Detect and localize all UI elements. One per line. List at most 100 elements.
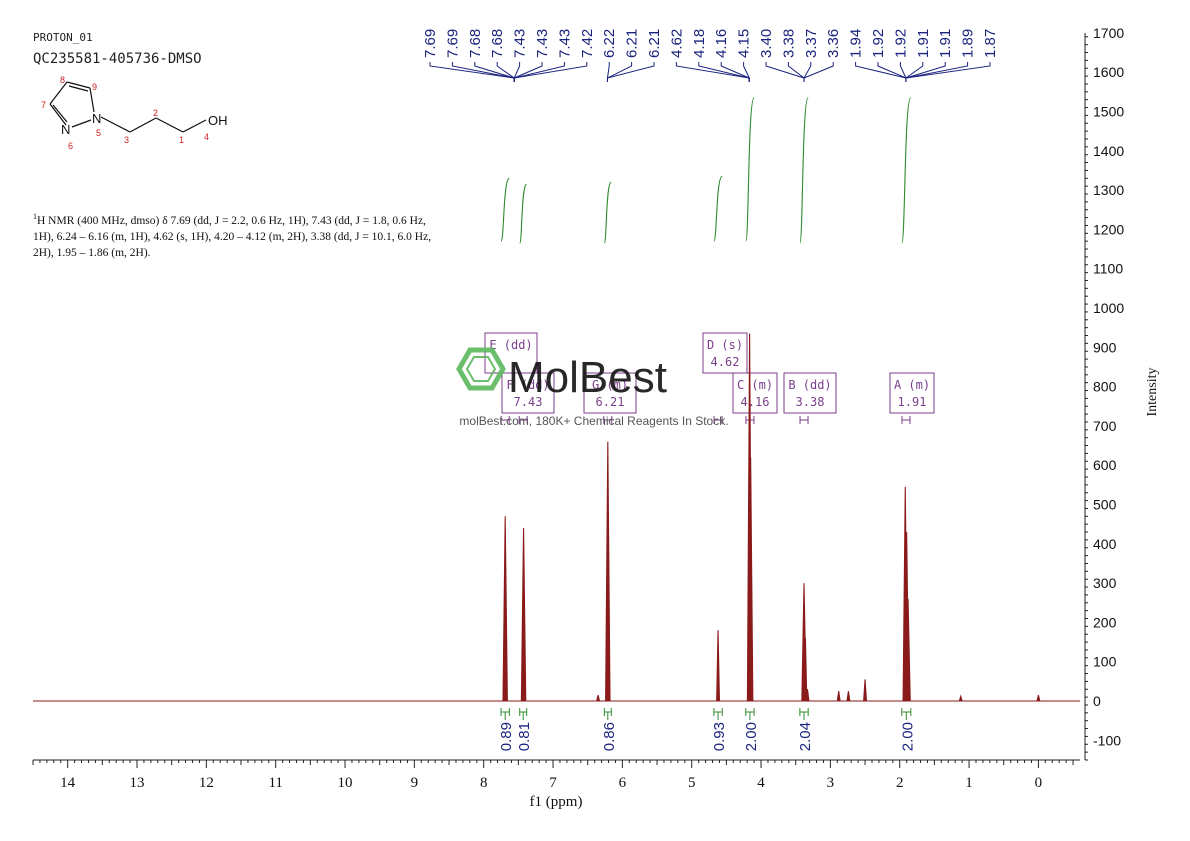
x-tick-label: 2 [896,775,904,791]
peak-label: 6.21 [646,29,663,58]
multiplet-box [583,372,637,414]
atom-number: 9 [92,82,97,92]
spectrum-peaks [502,333,1041,702]
integral-curve [603,181,612,244]
y-tick-label: 800 [1093,379,1117,395]
integral-curves: 0.89 0.81 0.86 0.93 2.00 2.04 2.00 [498,97,916,751]
nucleus-superscript: 1 [33,212,37,221]
spectrum-peak [747,457,754,702]
multiplet-boxes: E (dd) F (dd) 7.43 G (m) 6.21 D (s) 4.62 C (m) 4… [484,332,935,424]
y-tick-label: 1700 [1093,25,1124,41]
peak-label: 3.36 [825,29,842,58]
nmr-description: 1H NMR (400 MHz, dmso) δ 7.69 (dd, J = 2… [33,209,433,261]
peak-label: 1.89 [960,29,977,58]
multiplet-shift: 4.62 [711,355,740,369]
multiplet-label: C (m) [737,378,773,392]
experiment-name: PROTON_01 [33,31,93,44]
multiplet-label: A (m) [894,378,930,392]
peak-label-connector [855,62,907,82]
y-tick-label: 300 [1093,575,1117,591]
y-tick-label: 100 [1093,654,1117,670]
spectrum-peak [1036,695,1041,702]
spectrum-peak [905,598,911,702]
spectrum-peak [863,679,868,702]
y-tick-label: 1500 [1093,103,1124,119]
sample-name: QC235581-405736-DMSO [33,51,202,67]
integral-value: 0.89 [498,722,515,751]
atom-number: 2 [153,108,158,118]
peak-label-connector [675,62,750,82]
peak-label-connector [787,62,805,82]
y-tick-label: 500 [1093,497,1117,513]
x-tick-label: 9 [411,775,419,791]
x-tick-label: 8 [480,775,488,791]
peak-label-connector [803,62,834,82]
x-tick-label: 10 [338,775,353,791]
multiplet-shift: 3.38 [796,395,825,409]
peak-label: 7.42 [579,29,596,58]
molecule-structure: N N OH 6 5 7 8 9 3 2 1 4 [41,75,228,151]
y-tick-label: 400 [1093,536,1117,552]
multiplet-label: B (dd) [788,378,831,392]
spectrum-peak [520,528,527,702]
spectrum-peak [836,691,841,702]
peak-label-connector [429,62,515,82]
multiplet-box [783,372,837,414]
x-tick-label: 5 [688,775,696,791]
y-axis-label: Intensity [1145,368,1160,417]
y-tick-label: 700 [1093,418,1117,434]
peak-label: 7.68 [467,29,484,58]
integral-curve [713,175,723,242]
peak-label-connector [513,62,521,82]
x-tick-label: 6 [619,775,627,791]
peak-label: 4.15 [736,29,753,58]
multiplet-box [501,372,555,414]
peak-label: 6.21 [624,29,641,58]
peak-label: 3.40 [758,29,775,58]
x-tick-label: 1 [965,775,973,791]
y-tick-label: 1300 [1093,182,1124,198]
y-tick-label: 0 [1093,693,1101,709]
integral-value: 2.00 [899,722,916,751]
spectrum-peak [803,638,808,702]
integral-value: 0.81 [516,722,533,751]
watermark-logo-text: MolBest [508,353,667,402]
y-tick-label: 200 [1093,614,1117,630]
x-tick-label: 0 [1035,775,1043,791]
multiplet-box [702,332,748,374]
multiplet-label: G (m) [592,378,628,392]
atom-number: 4 [204,132,209,142]
multiplet-label: E (dd) [489,338,532,352]
integral-curve [745,97,755,242]
multiplet-label: D (s) [707,338,743,352]
peak-label: 4.62 [668,29,685,58]
x-axis: 14 13 12 11 10 9 8 7 6 5 4 3 2 1 0 [32,759,1080,791]
y-tick-label: 1400 [1093,143,1124,159]
multiplet-label: F (dd) [506,378,549,392]
peak-labels: 7.69 7.69 7.68 7.68 7.43 7.43 7.43 7.42 6.22 6.21… [422,29,999,82]
peak-label: 4.18 [691,29,708,58]
peak-label: 7.43 [556,29,573,58]
x-tick-label: 14 [60,775,76,791]
peak-label-connector [905,62,924,82]
peak-label: 1.91 [937,29,954,58]
peak-label-connector [606,62,633,82]
peak-label: 1.92 [892,29,909,58]
integral-value: 2.04 [797,722,814,751]
multiplet-shift: 4.16 [741,395,770,409]
integral-curve [500,177,510,242]
peak-label: 7.69 [444,29,461,58]
y-tick-label: 1200 [1093,221,1124,237]
x-tick-label: 11 [268,775,282,791]
multiplet-box [732,372,778,414]
spectrum-peak [805,689,810,702]
peak-label: 1.94 [848,29,865,58]
multiplet-shift: 7.43 [514,395,543,409]
watermark-tagline: molBest.com, 180K+ Chemical Reagents In … [459,414,728,428]
y-axis: -100 0 100 200 300 400 500 600 700 800 900 1000 1100… [1084,25,1124,761]
atom-label: N [61,122,70,137]
watermark: MolBest molBest.com, 180K+ Chemical Reag… [456,347,729,428]
integral-curve [901,97,912,244]
atom-number: 7 [41,100,46,110]
